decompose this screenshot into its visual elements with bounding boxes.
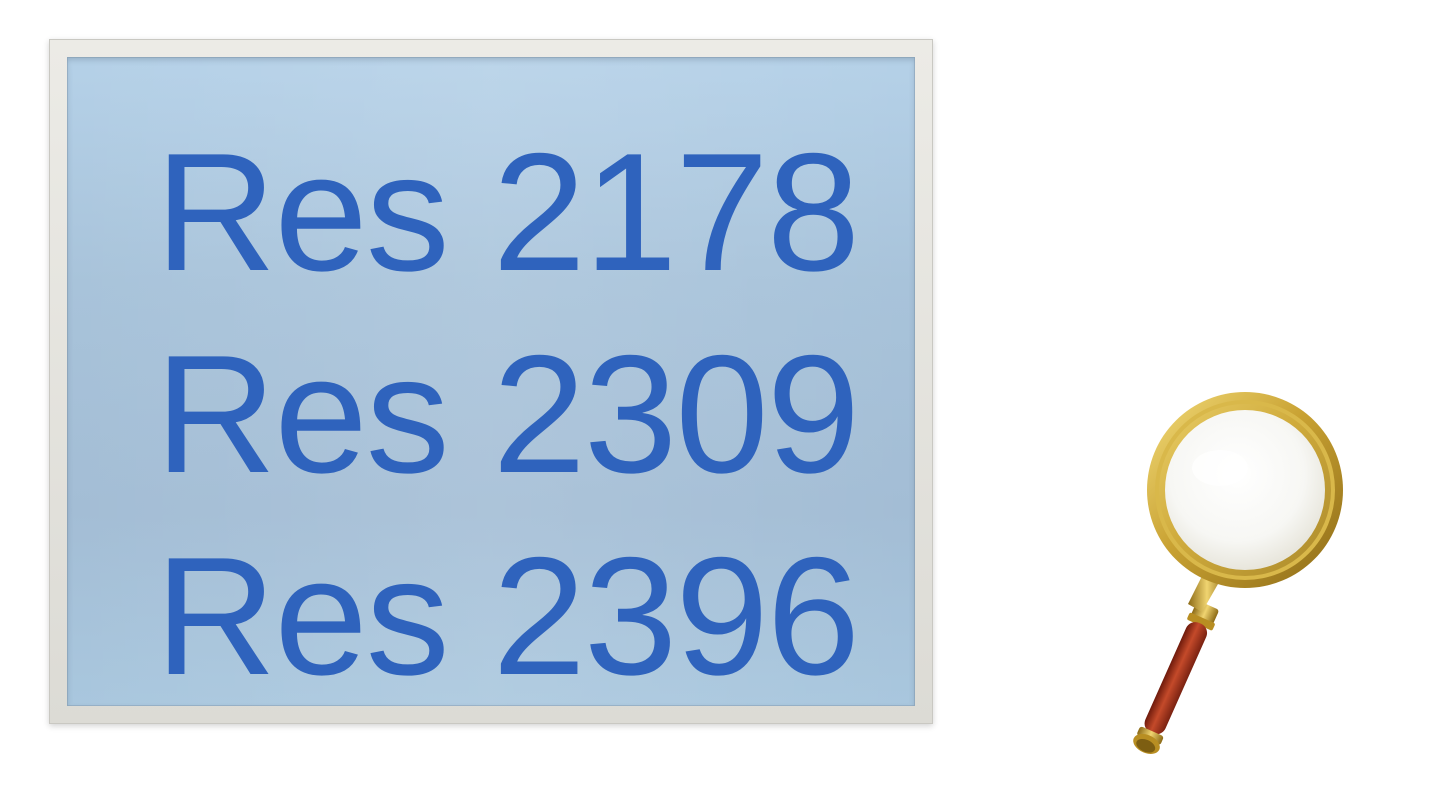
display-panel: Res 2178 Res 2309 Res 2396 xyxy=(67,57,915,706)
magnifying-glass-icon xyxy=(1133,392,1343,754)
res-list: Res 2178 Res 2309 Res 2396 xyxy=(155,111,915,706)
res-line-2: Res 2309 xyxy=(155,320,860,508)
res-line-1: Res 2178 xyxy=(155,118,860,306)
display-frame: Res 2178 Res 2309 Res 2396 xyxy=(49,39,933,724)
res-line-3: Res 2396 xyxy=(155,522,860,706)
